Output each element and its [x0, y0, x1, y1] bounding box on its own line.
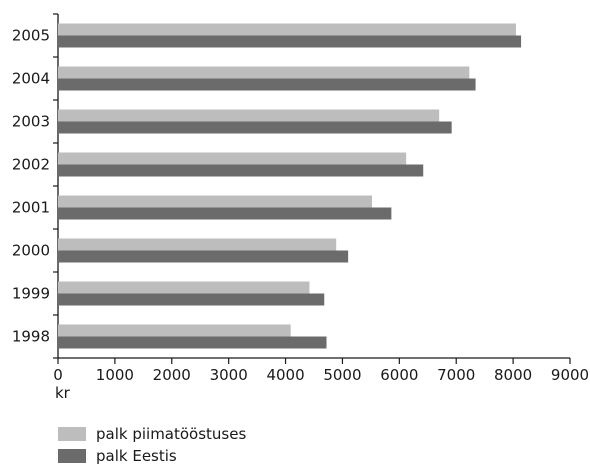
x-axis-unit-label: kr: [55, 384, 71, 402]
value-tick-label: 0: [53, 366, 63, 384]
bar-estonia: [58, 336, 327, 349]
value-tick-label: 2000: [153, 366, 191, 384]
legend-label-estonia: palk Eestis: [96, 447, 177, 465]
legend-label-dairy: palk piimatööstuses: [96, 425, 247, 443]
bar-estonia: [58, 121, 452, 134]
category-label: 2005: [12, 27, 50, 45]
category-label: 2004: [12, 70, 50, 88]
category-label: 2002: [12, 156, 50, 174]
bar-estonia: [58, 207, 392, 220]
bar-dairy: [58, 23, 516, 36]
legend: palk piimatööstuses palk Eestis: [58, 423, 246, 467]
bar-dairy: [58, 109, 440, 122]
value-tick-labels: 0 1000 2000 3000 4000 5000 6000 7000 8000 9000: [53, 366, 589, 384]
bar-dairy: [58, 195, 373, 208]
value-tick-label: 8000: [494, 366, 532, 384]
legend-item-dairy: palk piimatööstuses: [58, 423, 246, 445]
bars: [58, 23, 522, 349]
legend-swatch-estonia: [58, 449, 86, 463]
category-label: 2001: [12, 199, 50, 217]
value-tick-label: 7000: [437, 366, 475, 384]
value-tick-label: 6000: [380, 366, 418, 384]
bar-estonia: [58, 35, 522, 48]
category-ticks: [53, 13, 58, 359]
bar-dairy: [58, 66, 470, 79]
value-tick-label: 4000: [266, 366, 304, 384]
bar-estonia: [58, 250, 349, 263]
category-label: 1999: [12, 285, 50, 303]
value-tick-label: 9000: [551, 366, 589, 384]
category-label: 1998: [12, 328, 50, 346]
bar-estonia: [58, 293, 325, 306]
bar-dairy: [58, 152, 407, 165]
category-tick-labels: 2005 2004 2003 2002 2001 2000 1999 1998: [12, 27, 50, 346]
value-tick-label: 1000: [96, 366, 134, 384]
legend-swatch-dairy: [58, 427, 86, 441]
bar-dairy: [58, 238, 337, 251]
legend-item-estonia: palk Eestis: [58, 445, 246, 467]
bar-dairy: [58, 281, 310, 294]
bar-dairy: [58, 324, 291, 337]
value-tick-label: 3000: [210, 366, 248, 384]
value-ticks: [57, 358, 571, 364]
bar-estonia: [58, 78, 476, 91]
bar-estonia: [58, 164, 424, 177]
value-tick-label: 5000: [323, 366, 361, 384]
category-label: 2003: [12, 113, 50, 131]
category-label: 2000: [12, 242, 50, 260]
bar-chart: 2005 2004 2003 2002 2001 2000 1999 1998 0 1000 20…: [12, 13, 589, 402]
